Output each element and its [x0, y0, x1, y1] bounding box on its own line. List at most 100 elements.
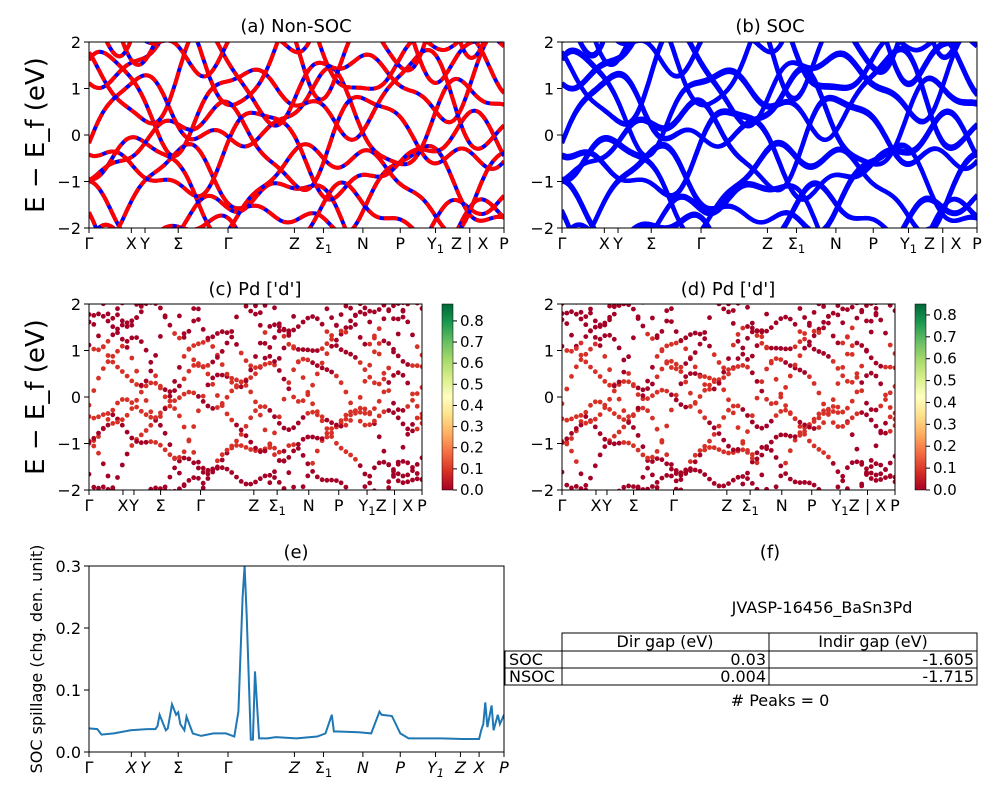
projected-point: [367, 410, 373, 415]
projected-point: [138, 339, 144, 344]
projected-point: [859, 363, 865, 369]
projected-point: [383, 489, 385, 490]
projected-point: [276, 420, 282, 426]
projected-point: [887, 428, 893, 434]
projected-point: [234, 377, 239, 383]
projected-point: [773, 455, 779, 460]
projected-point: [177, 335, 182, 341]
projected-point: [253, 371, 258, 377]
projected-point: [754, 460, 760, 466]
projected-point: [262, 361, 268, 367]
projected-point: [319, 321, 325, 327]
projected-point: [134, 439, 140, 444]
projected-point: [592, 424, 598, 430]
projected-point: [134, 335, 140, 340]
projected-point: [797, 480, 803, 485]
projected-point: [873, 423, 879, 429]
projected-point: [205, 476, 211, 481]
projected-point: [621, 379, 627, 384]
projected-point: [821, 401, 826, 407]
projected-point: [721, 483, 727, 489]
projected-point: [678, 402, 684, 407]
table-cell-soc-indir: -1.605: [922, 650, 974, 669]
projected-point: [764, 396, 769, 402]
panel-d-colorbar-ticks: 0.0 0.1 0.2 0.3 0.4 0.5 0.6 0.7 0.8: [926, 306, 957, 499]
projected-point: [754, 424, 760, 430]
projected-point: [797, 353, 803, 359]
projected-point: [735, 447, 741, 452]
projected-point: [362, 341, 368, 347]
projected-point: [391, 474, 396, 479]
projected-point: [410, 465, 415, 470]
projected-point: [669, 358, 674, 364]
projected-point: [362, 410, 368, 416]
projected-point: [196, 363, 201, 368]
projected-point: [635, 385, 641, 391]
projected-point: [414, 476, 420, 482]
band-line-split: [562, 138, 977, 228]
panel-e-xtick: Σ1: [315, 758, 332, 780]
projected-point: [711, 386, 717, 392]
projected-point: [372, 418, 377, 424]
projected-point: [726, 367, 731, 372]
projected-point: [678, 487, 684, 490]
table-header-dir: Dir gap (eV): [617, 632, 714, 651]
projected-point: [711, 432, 717, 437]
projected-point: [887, 342, 893, 348]
projected-point: [878, 428, 884, 434]
projected-point: [134, 368, 140, 374]
projected-point: [883, 475, 888, 480]
projected-point: [224, 411, 230, 417]
projected-point: [597, 324, 603, 329]
projected-point: [234, 443, 239, 448]
projected-point: [143, 439, 149, 445]
projected-point: [878, 363, 884, 369]
panel-c-colorbar-tick: 0.4: [460, 396, 484, 414]
projected-point: [730, 342, 736, 348]
panel-a-bands: [89, 42, 504, 228]
projected-point: [191, 390, 197, 396]
projected-point: [267, 345, 273, 350]
projected-point: [578, 340, 584, 346]
projected-point: [631, 484, 636, 489]
projected-point: [716, 380, 722, 386]
projected-point: [787, 411, 793, 417]
projected-point: [664, 359, 670, 365]
projected-point: [562, 401, 565, 407]
projected-point: [238, 379, 244, 385]
projected-point: [849, 432, 855, 438]
projected-point: [419, 411, 422, 417]
projected-point: [773, 434, 779, 440]
projected-point: [583, 334, 589, 339]
projected-point: [645, 386, 650, 391]
projected-point: [310, 314, 315, 319]
projected-point: [749, 419, 755, 425]
projected-point: [859, 343, 865, 348]
projected-point: [410, 397, 415, 403]
projected-point: [721, 387, 727, 393]
projected-point: [849, 304, 855, 310]
projected-point: [564, 348, 570, 353]
projected-point: [300, 453, 306, 458]
projected-point: [597, 412, 603, 417]
projected-point: [797, 419, 803, 425]
projected-point: [319, 436, 325, 441]
projected-point: [119, 369, 125, 374]
projected-point: [272, 414, 277, 420]
projected-point: [726, 356, 731, 361]
projected-point: [626, 414, 631, 419]
projected-point: [868, 407, 874, 412]
projected-point: [697, 374, 703, 379]
projected-point: [569, 348, 574, 354]
panel-d-ytick: 1: [544, 342, 554, 361]
projected-point: [845, 405, 850, 411]
projected-point: [120, 304, 125, 306]
projected-point: [740, 351, 746, 357]
projected-point: [115, 326, 120, 332]
panel-a-xtick: Y1: [426, 234, 444, 256]
projected-point: [764, 446, 769, 452]
projected-point: [859, 460, 865, 465]
projected-point: [143, 428, 149, 433]
projected-point: [300, 319, 306, 325]
projected-point: [143, 347, 149, 353]
